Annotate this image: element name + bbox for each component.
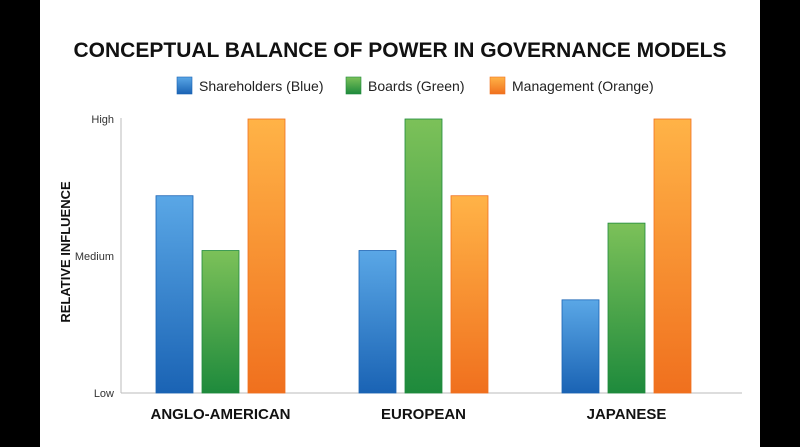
bar-japanese-boards bbox=[607, 222, 646, 394]
legend: Shareholders (Blue) Boards (Green) Managem… bbox=[176, 76, 654, 95]
x-tick-japanese: JAPANESE bbox=[587, 406, 667, 423]
legend-swatch-boards bbox=[345, 76, 362, 95]
y-tick-high: High bbox=[91, 114, 114, 126]
bars bbox=[155, 118, 692, 394]
chart-frame: CONCEPTUAL BALANCE OF POWER IN GOVERNANC… bbox=[40, 0, 760, 447]
y-axis-ticks: Low Medium High bbox=[75, 114, 114, 400]
bar-japanese-management bbox=[653, 118, 692, 394]
x-axis-labels: ANGLO-AMERICAN EUROPEAN JAPANESE bbox=[151, 406, 667, 423]
legend-label-management: Management (Orange) bbox=[512, 78, 654, 94]
legend-swatch-shareholders bbox=[176, 76, 193, 95]
bar-european-boards bbox=[404, 118, 443, 394]
legend-label-shareholders: Shareholders (Blue) bbox=[199, 78, 324, 94]
x-tick-european: EUROPEAN bbox=[381, 406, 466, 423]
chart: CONCEPTUAL BALANCE OF POWER IN GOVERNANC… bbox=[58, 39, 742, 423]
chart-title: CONCEPTUAL BALANCE OF POWER IN GOVERNANC… bbox=[74, 39, 727, 62]
bar-european-shareholders bbox=[358, 250, 397, 394]
bar-anglo-american-management bbox=[247, 118, 286, 394]
bar-european-management bbox=[450, 195, 489, 394]
legend-swatch-management bbox=[489, 76, 506, 95]
y-tick-medium: Medium bbox=[75, 251, 114, 263]
bar-anglo-american-shareholders bbox=[155, 195, 194, 394]
legend-label-boards: Boards (Green) bbox=[368, 78, 464, 94]
x-tick-anglo-american: ANGLO-AMERICAN bbox=[151, 406, 291, 423]
y-axis-label: RELATIVE INFLUENCE bbox=[58, 181, 73, 323]
bar-japanese-shareholders bbox=[561, 299, 600, 394]
y-tick-low: Low bbox=[94, 388, 114, 400]
bar-anglo-american-boards bbox=[201, 250, 240, 394]
